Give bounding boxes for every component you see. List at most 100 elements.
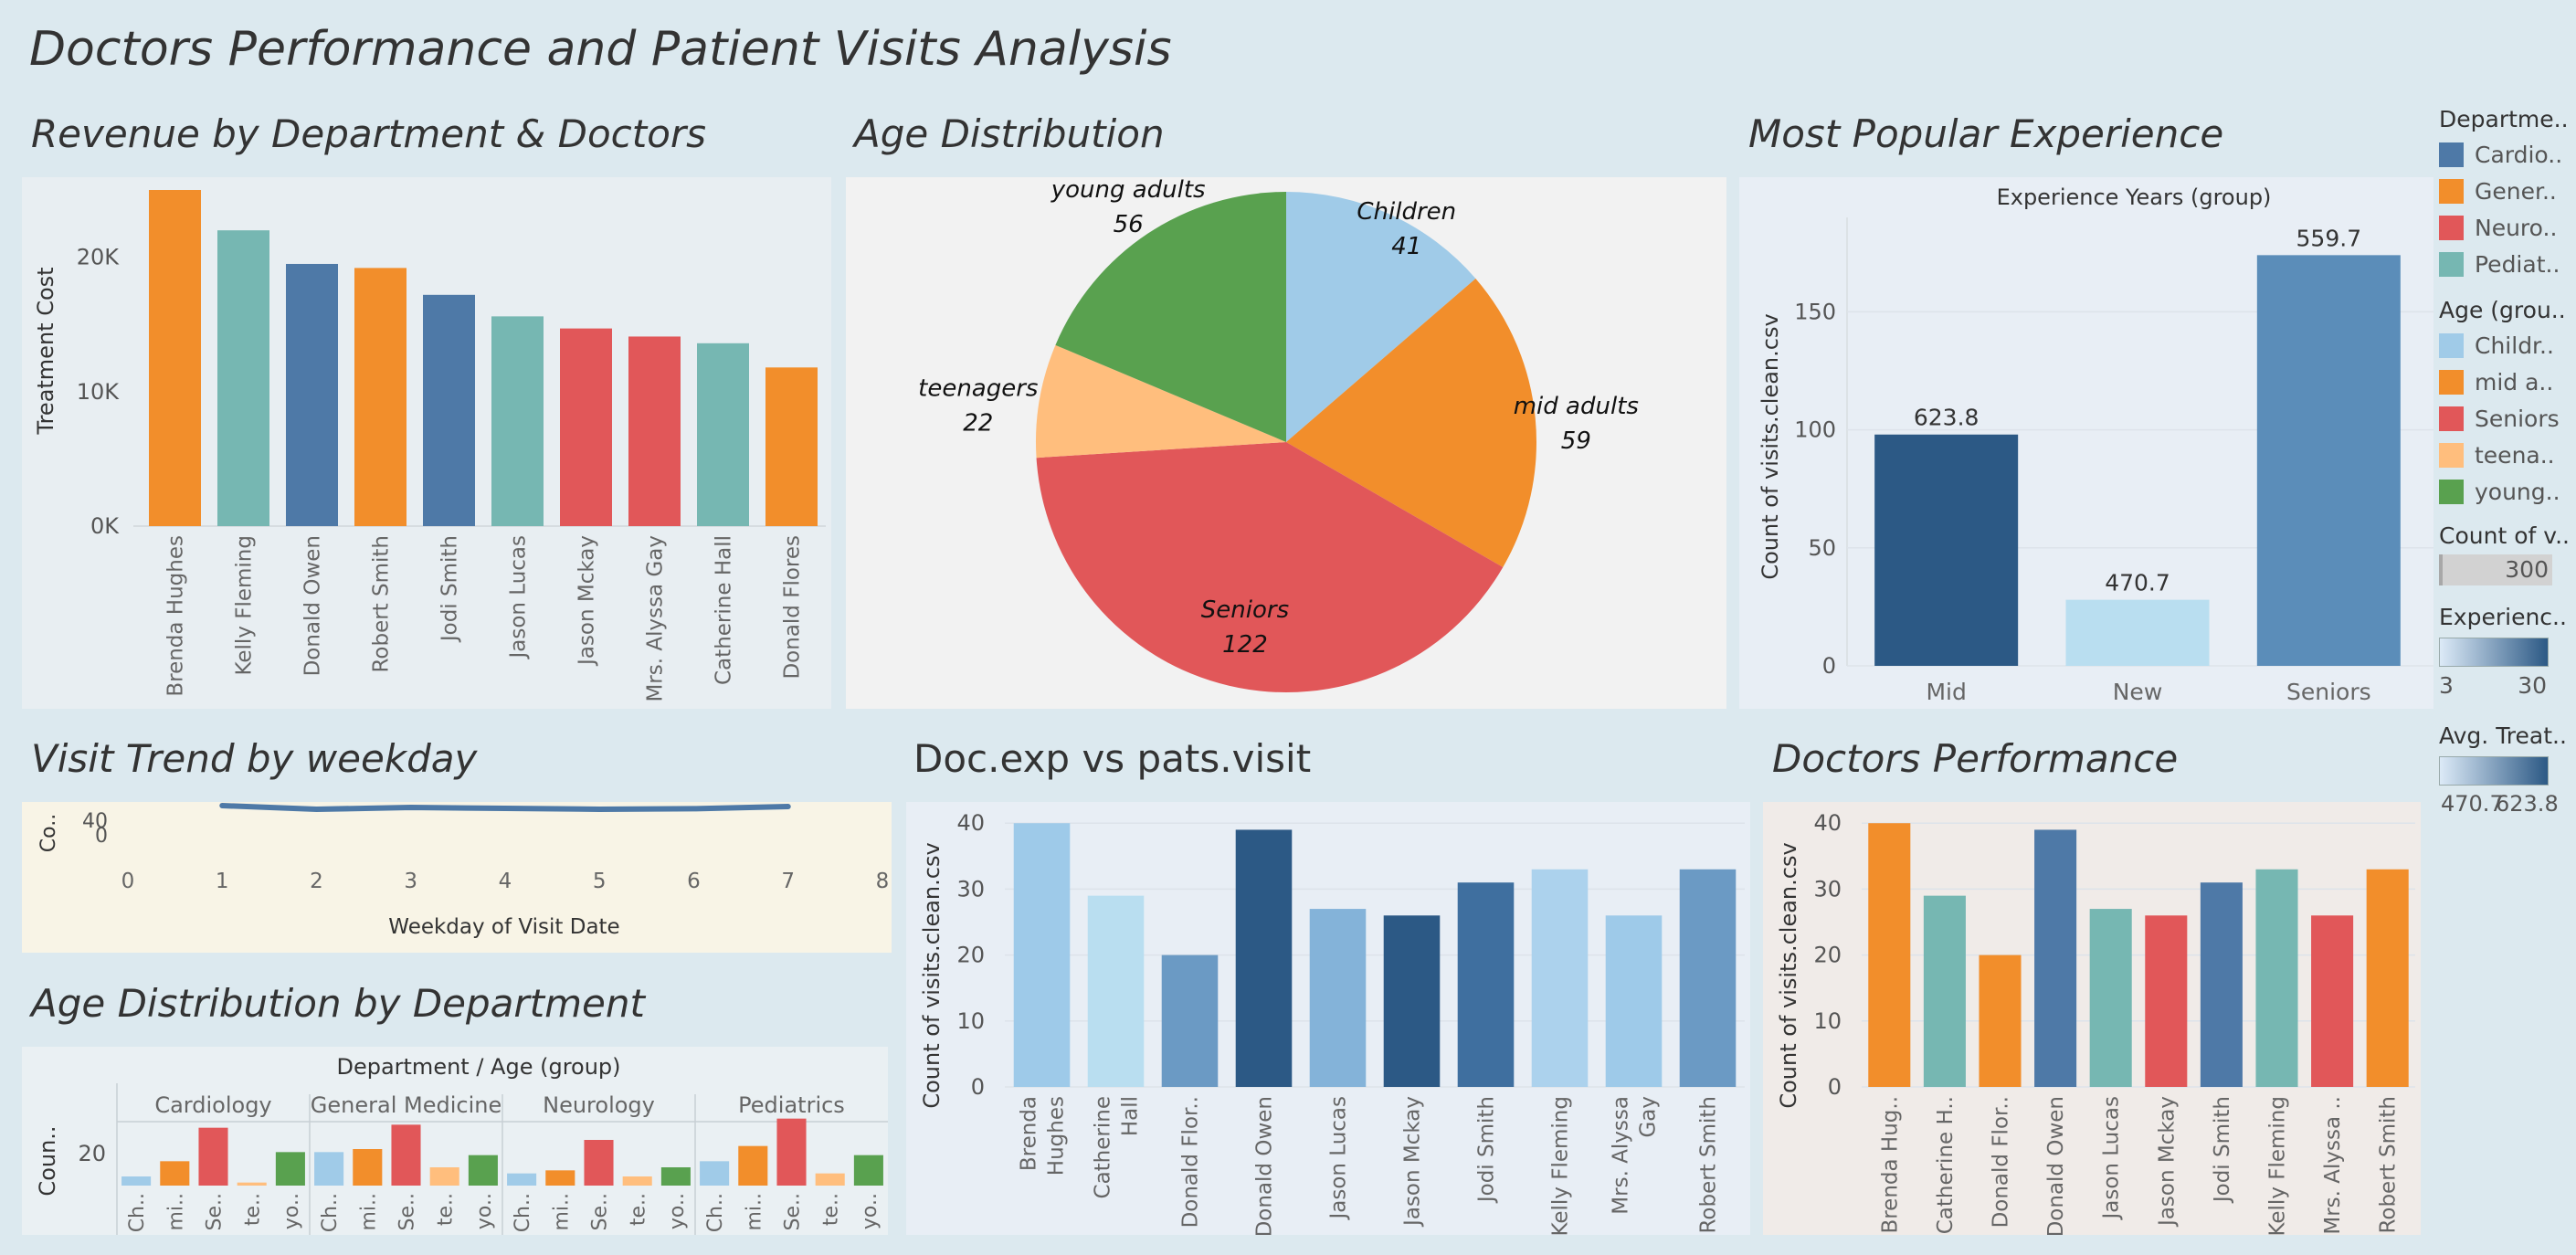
performance-bar-donald-owen[interactable] <box>2034 829 2077 1087</box>
performance-x-label-mrs-alyssa: Mrs. Alyssa .. <box>2321 1096 2345 1235</box>
age-by-department-bar-general-medicine-ch[interactable] <box>314 1152 344 1186</box>
pie-slice-young-adults[interactable] <box>1055 192 1286 442</box>
age-by-department-bar-general-medicine-yo[interactable] <box>468 1155 498 1186</box>
docexp-x-label-donald-flor: Donald Flor.. <box>1179 1096 1203 1228</box>
revenue-bar-donald-flores[interactable] <box>765 367 818 526</box>
department-legend-item-2[interactable]: Neuro.. <box>2439 209 2572 246</box>
docexp-bar-donald-owen[interactable] <box>1235 829 1293 1087</box>
age-by-department-bar-general-medicine-se[interactable] <box>391 1124 421 1186</box>
age-by-department-bar-cardiology-te[interactable] <box>237 1182 267 1186</box>
revenue-bar-jason-mckay[interactable] <box>560 328 612 526</box>
docexp-x-label-robert-smith: Robert Smith <box>1697 1096 1721 1234</box>
department-legend-item-0[interactable]: Cardio.. <box>2439 136 2572 173</box>
experience-legend-range: 3 30 <box>2439 672 2547 699</box>
docexp-bar-donald-flor[interactable] <box>1161 954 1219 1087</box>
agedept-panel-title: Age Distribution by Department <box>31 981 645 1026</box>
department-legend-title: Departme.. <box>2439 106 2569 132</box>
age-legend-item-2[interactable]: Seniors <box>2439 400 2572 437</box>
department-legend-item-1[interactable]: Gener.. <box>2439 173 2572 209</box>
age-by-department-bar-neurology-ch[interactable] <box>507 1173 537 1186</box>
performance-bar-jason-mckay[interactable] <box>2145 915 2188 1087</box>
age-legend-item-1[interactable]: mid a.. <box>2439 364 2572 400</box>
docexp-bar-brenda-hughes[interactable] <box>1013 823 1071 1087</box>
age-by-department-bar-pediatrics-mi[interactable] <box>738 1145 768 1186</box>
age-by-department-bar-neurology-te[interactable] <box>622 1176 652 1186</box>
performance-y-tick-4: 40 <box>1813 810 1842 836</box>
docexp-x-label-jason-lucas: Jason Lucas <box>1327 1096 1351 1221</box>
weekday-x-tick-1: 1 <box>216 870 229 893</box>
weekday-x-tick-5: 5 <box>593 870 607 893</box>
age-legend-label-1: mid a.. <box>2475 368 2554 395</box>
performance-bar-mrs-alyssa[interactable] <box>2311 915 2354 1087</box>
revenue-bar-catherine-hall[interactable] <box>697 343 749 526</box>
experience-value-label-mid: 623.8 <box>1914 405 1980 431</box>
age-by-department-bar-cardiology-ch[interactable] <box>121 1176 152 1186</box>
performance-bar-kelly-fleming[interactable] <box>2255 869 2298 1087</box>
revenue-x-label-jason-mckay: Jason Mckay <box>575 535 599 667</box>
experience-legend-max: 30 <box>2518 672 2547 699</box>
age-legend-item-3[interactable]: teena.. <box>2439 437 2572 473</box>
experience-bar-mid[interactable] <box>1874 434 2019 666</box>
docexp-bar-jason-lucas[interactable] <box>1309 909 1367 1087</box>
department-legend: Cardio.. Gener.. Neuro.. Pediat.. <box>2439 136 2572 282</box>
experience-bar-new[interactable] <box>2065 599 2210 666</box>
age-legend-label-3: teena.. <box>2475 441 2555 469</box>
revenue-bar-kelly-fleming[interactable] <box>217 230 269 526</box>
age-by-department-bar-general-medicine-mi[interactable] <box>353 1149 383 1186</box>
age-by-department-bar-pediatrics-ch[interactable] <box>700 1161 730 1186</box>
docexp-bar-jason-mckay[interactable] <box>1383 915 1441 1087</box>
revenue-bar-donald-owen[interactable] <box>286 263 338 526</box>
age-by-department-bar-pediatrics-te[interactable] <box>815 1173 845 1186</box>
pie-label-mid-adults: mid adults <box>1514 393 1639 420</box>
weekday-trend-line <box>219 803 791 812</box>
performance-y-tick-2: 20 <box>1813 943 1842 968</box>
age-by-department-bar-cardiology-se[interactable] <box>198 1127 228 1186</box>
performance-bar-donald-flor[interactable] <box>1979 954 2022 1087</box>
age-by-department-bar-neurology-mi[interactable] <box>545 1170 575 1186</box>
age-by-department-bar-neurology-se[interactable] <box>584 1140 614 1186</box>
docexp-x-label-donald-owen: Donald Owen <box>1253 1096 1277 1235</box>
age-by-department-bar-pediatrics-se[interactable] <box>776 1118 807 1186</box>
experience-bar-seniors[interactable] <box>2256 255 2401 666</box>
age-by-department-bar-pediatrics-yo[interactable] <box>853 1155 883 1186</box>
experience-y-axis-label: Count of visits.clean.csv <box>1758 313 1783 579</box>
revenue-y-tick-1: 10K <box>77 379 121 405</box>
age-by-department-group-pediatrics: Pediatrics <box>738 1092 845 1118</box>
age-by-department-y-axis-label: Coun.. <box>35 1125 60 1196</box>
docexp-bar-kelly-fleming[interactable] <box>1531 869 1589 1087</box>
pie-slice-seniors[interactable] <box>1036 442 1504 692</box>
docexp-y-tick-4: 40 <box>956 810 985 836</box>
revenue-x-label-donald-flores: Donald Flores <box>781 535 805 680</box>
revenue-bar-jason-lucas[interactable] <box>491 316 544 526</box>
revenue-bar-mrs-alyssa-gay[interactable] <box>628 336 681 526</box>
pie-slice-children[interactable] <box>1286 192 1476 442</box>
age-legend-item-4[interactable]: young.. <box>2439 473 2572 510</box>
pie-slice-teenagers[interactable] <box>1036 344 1286 459</box>
age-by-department-bar-cardiology-mi[interactable] <box>160 1161 190 1186</box>
age-by-department-bar-cardiology-yo[interactable] <box>275 1152 305 1186</box>
age-by-department-header: Department / Age (group) <box>336 1054 620 1080</box>
docexp-bar-robert-smith[interactable] <box>1679 869 1737 1087</box>
performance-bar-jason-lucas[interactable] <box>2089 909 2132 1087</box>
revenue-bar-robert-smith[interactable] <box>354 268 406 526</box>
docexp-chart: 0 10 20 30 40 Brenda Hughes Catherine Hall Donal… <box>906 802 1750 1235</box>
performance-bar-catherine-h[interactable] <box>1923 895 1966 1087</box>
department-legend-item-3[interactable]: Pediat.. <box>2439 246 2572 282</box>
age-by-department-group-cardiology: Cardiology <box>154 1092 271 1118</box>
docexp-bar-jodi-smith[interactable] <box>1457 882 1515 1087</box>
age-by-department-bar-general-medicine-te[interactable] <box>429 1167 459 1186</box>
performance-chart: 0 10 20 30 40 Brenda Hug.. Catherine H.. Donal… <box>1763 802 2421 1235</box>
performance-bar-robert-smith[interactable] <box>2366 869 2409 1087</box>
age-legend-title: Age (grou.. <box>2439 297 2566 323</box>
department-legend-swatch-0 <box>2439 142 2464 167</box>
age-legend-item-0[interactable]: Childr.. <box>2439 327 2572 364</box>
revenue-bar-brenda-hughes[interactable] <box>149 190 201 526</box>
weekday-x-tick-7: 7 <box>781 870 795 893</box>
performance-bar-jodi-smith[interactable] <box>2200 882 2243 1087</box>
pie-slice-mid-adults[interactable] <box>1286 278 1536 567</box>
performance-bar-brenda-hug[interactable] <box>1868 823 1911 1087</box>
docexp-bar-mrs-alyssa-gay[interactable] <box>1605 915 1663 1087</box>
age-by-department-bar-neurology-yo[interactable] <box>660 1167 691 1186</box>
revenue-bar-jodi-smith[interactable] <box>423 294 475 526</box>
docexp-bar-catherine-hall[interactable] <box>1087 895 1145 1087</box>
